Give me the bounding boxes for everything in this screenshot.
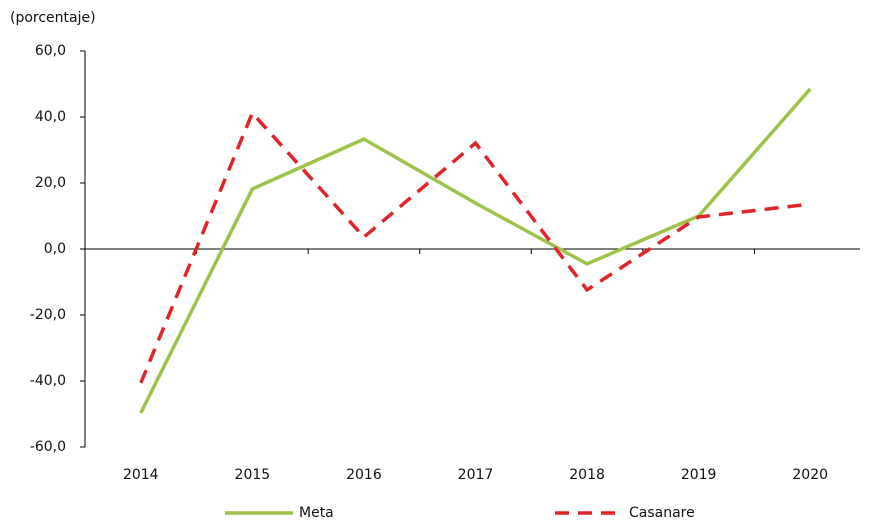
y-tick-label: 60,0 [35, 43, 66, 59]
x-tick-label: 2020 [792, 467, 828, 483]
x-tick-label: 2016 [346, 467, 382, 483]
series-line [139, 109, 811, 384]
legend-label: Casanare [629, 505, 695, 521]
y-axis-label: (porcentaje) [10, 10, 96, 26]
y-tick-label: 20,0 [35, 175, 66, 191]
y-tick-label: -40,0 [30, 373, 66, 389]
y-tick-label: 0,0 [44, 241, 66, 257]
x-tick-label: 2014 [123, 467, 159, 483]
x-tick-label: 2018 [569, 467, 605, 483]
x-tick-label: 2017 [458, 467, 494, 483]
legend-label: Meta [299, 505, 334, 521]
x-tick-label: 2019 [681, 467, 717, 483]
x-tick-label: 2015 [235, 467, 271, 483]
y-tick-label: -60,0 [30, 439, 66, 455]
y-tick-label: 40,0 [35, 109, 66, 125]
y-tick-label: -20,0 [30, 307, 66, 323]
